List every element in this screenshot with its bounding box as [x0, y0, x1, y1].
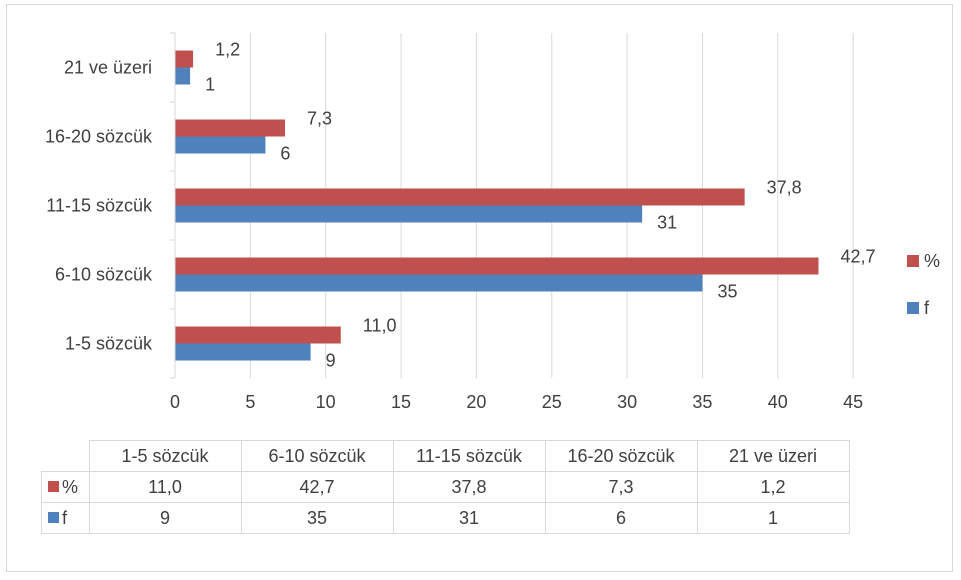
bar-percent	[175, 257, 819, 275]
data-label-f: 9	[326, 351, 336, 371]
chart-frame	[6, 4, 953, 572]
gridlines	[249, 33, 854, 378]
bar-percent	[175, 188, 745, 206]
category-label: 16-20 sözcük	[45, 127, 153, 147]
category-label: 11-15 sözcük	[46, 196, 153, 216]
data-table-cell: 42,7	[240, 471, 394, 503]
data-label-percent: 42,7	[840, 247, 875, 267]
bar-percent	[175, 50, 194, 68]
data-label-f: 1	[205, 75, 215, 95]
x-tick-label: 35	[692, 392, 712, 412]
legend-label: f	[924, 298, 930, 318]
category-label: 1-5 sözcük	[65, 334, 153, 354]
data-table-row-header: %	[41, 471, 90, 503]
data-label-f: 31	[657, 213, 677, 233]
data-table-cell: 6	[544, 502, 698, 534]
data-table-row-f: f 9 35 31 6 1	[41, 502, 850, 534]
data-table-row-percent: % 11,0 42,7 37,8 7,3 1,2	[41, 471, 850, 503]
data-table-header-cell: 1-5 sözcük	[88, 440, 242, 472]
data-table-header-cell: 6-10 sözcük	[240, 440, 394, 472]
bars	[175, 50, 819, 361]
bar-percent	[175, 119, 286, 137]
category-label: 6-10 sözcük	[55, 265, 153, 285]
legend: %f	[907, 251, 940, 318]
data-label-f: 6	[280, 144, 290, 164]
bar-percent	[175, 326, 341, 344]
series-name: f	[62, 507, 68, 528]
x-tick-label: 15	[391, 392, 411, 412]
bar-f	[175, 274, 703, 292]
data-table-cell: 9	[88, 502, 242, 534]
x-tick-label: 45	[843, 392, 863, 412]
x-tick-label: 25	[542, 392, 562, 412]
data-table-cell: 1,2	[696, 471, 850, 503]
series-name: %	[62, 476, 79, 497]
data-label-percent: 1,2	[215, 40, 240, 60]
data-table-cell: 11,0	[88, 471, 242, 503]
legend-key-f-icon	[48, 512, 59, 524]
x-tick-label: 20	[466, 392, 486, 412]
legend-key-percent-icon	[907, 255, 919, 267]
x-tick-label: 5	[245, 392, 255, 412]
bar-f	[175, 67, 191, 85]
x-tick-label: 30	[617, 392, 637, 412]
data-label-percent: 11,0	[363, 316, 397, 336]
legend-key-percent-icon	[48, 481, 59, 493]
x-tick-label: 0	[170, 392, 180, 412]
data-table-header-row: 1-5 sözcük 6-10 sözcük 11-15 sözcük 16-2…	[41, 440, 850, 472]
x-tick-label: 10	[316, 392, 336, 412]
data-table-corner	[41, 440, 90, 472]
category-label: 21 ve üzeri	[64, 58, 152, 78]
data-table-cell: 1	[696, 502, 850, 534]
data-label-percent: 7,3	[307, 109, 332, 129]
legend-key-f-icon	[907, 302, 919, 314]
x-tick-label: 40	[768, 392, 788, 412]
bar-f	[175, 205, 643, 223]
data-table-cell: 31	[392, 502, 546, 534]
bar-f	[175, 343, 311, 361]
data-table: 1-5 sözcük 6-10 sözcük 11-15 sözcük 16-2…	[41, 440, 850, 534]
bar-f	[175, 136, 266, 154]
legend-label: %	[924, 251, 940, 271]
data-table-header-cell: 16-20 sözcük	[544, 440, 698, 472]
data-table-cell: 37,8	[392, 471, 546, 503]
axes: 0 5 10 15 20 25 30 35 40 45 1-5 sözcük 6-10 sözcük 1…	[45, 32, 863, 412]
data-table-header-cell: 21 ve üzeri	[696, 440, 850, 472]
data-table-cell: 35	[240, 502, 394, 534]
data-labels: 11,0 9 42,7 35 37,8 31 7,3 6 1,21	[205, 40, 875, 371]
data-label-percent: 37,8	[767, 178, 802, 198]
data-label-f: 35	[717, 282, 737, 302]
data-table-row-header: f	[41, 502, 90, 534]
data-table-cell: 7,3	[544, 471, 698, 503]
data-table-header-cell: 11-15 sözcük	[392, 440, 546, 472]
